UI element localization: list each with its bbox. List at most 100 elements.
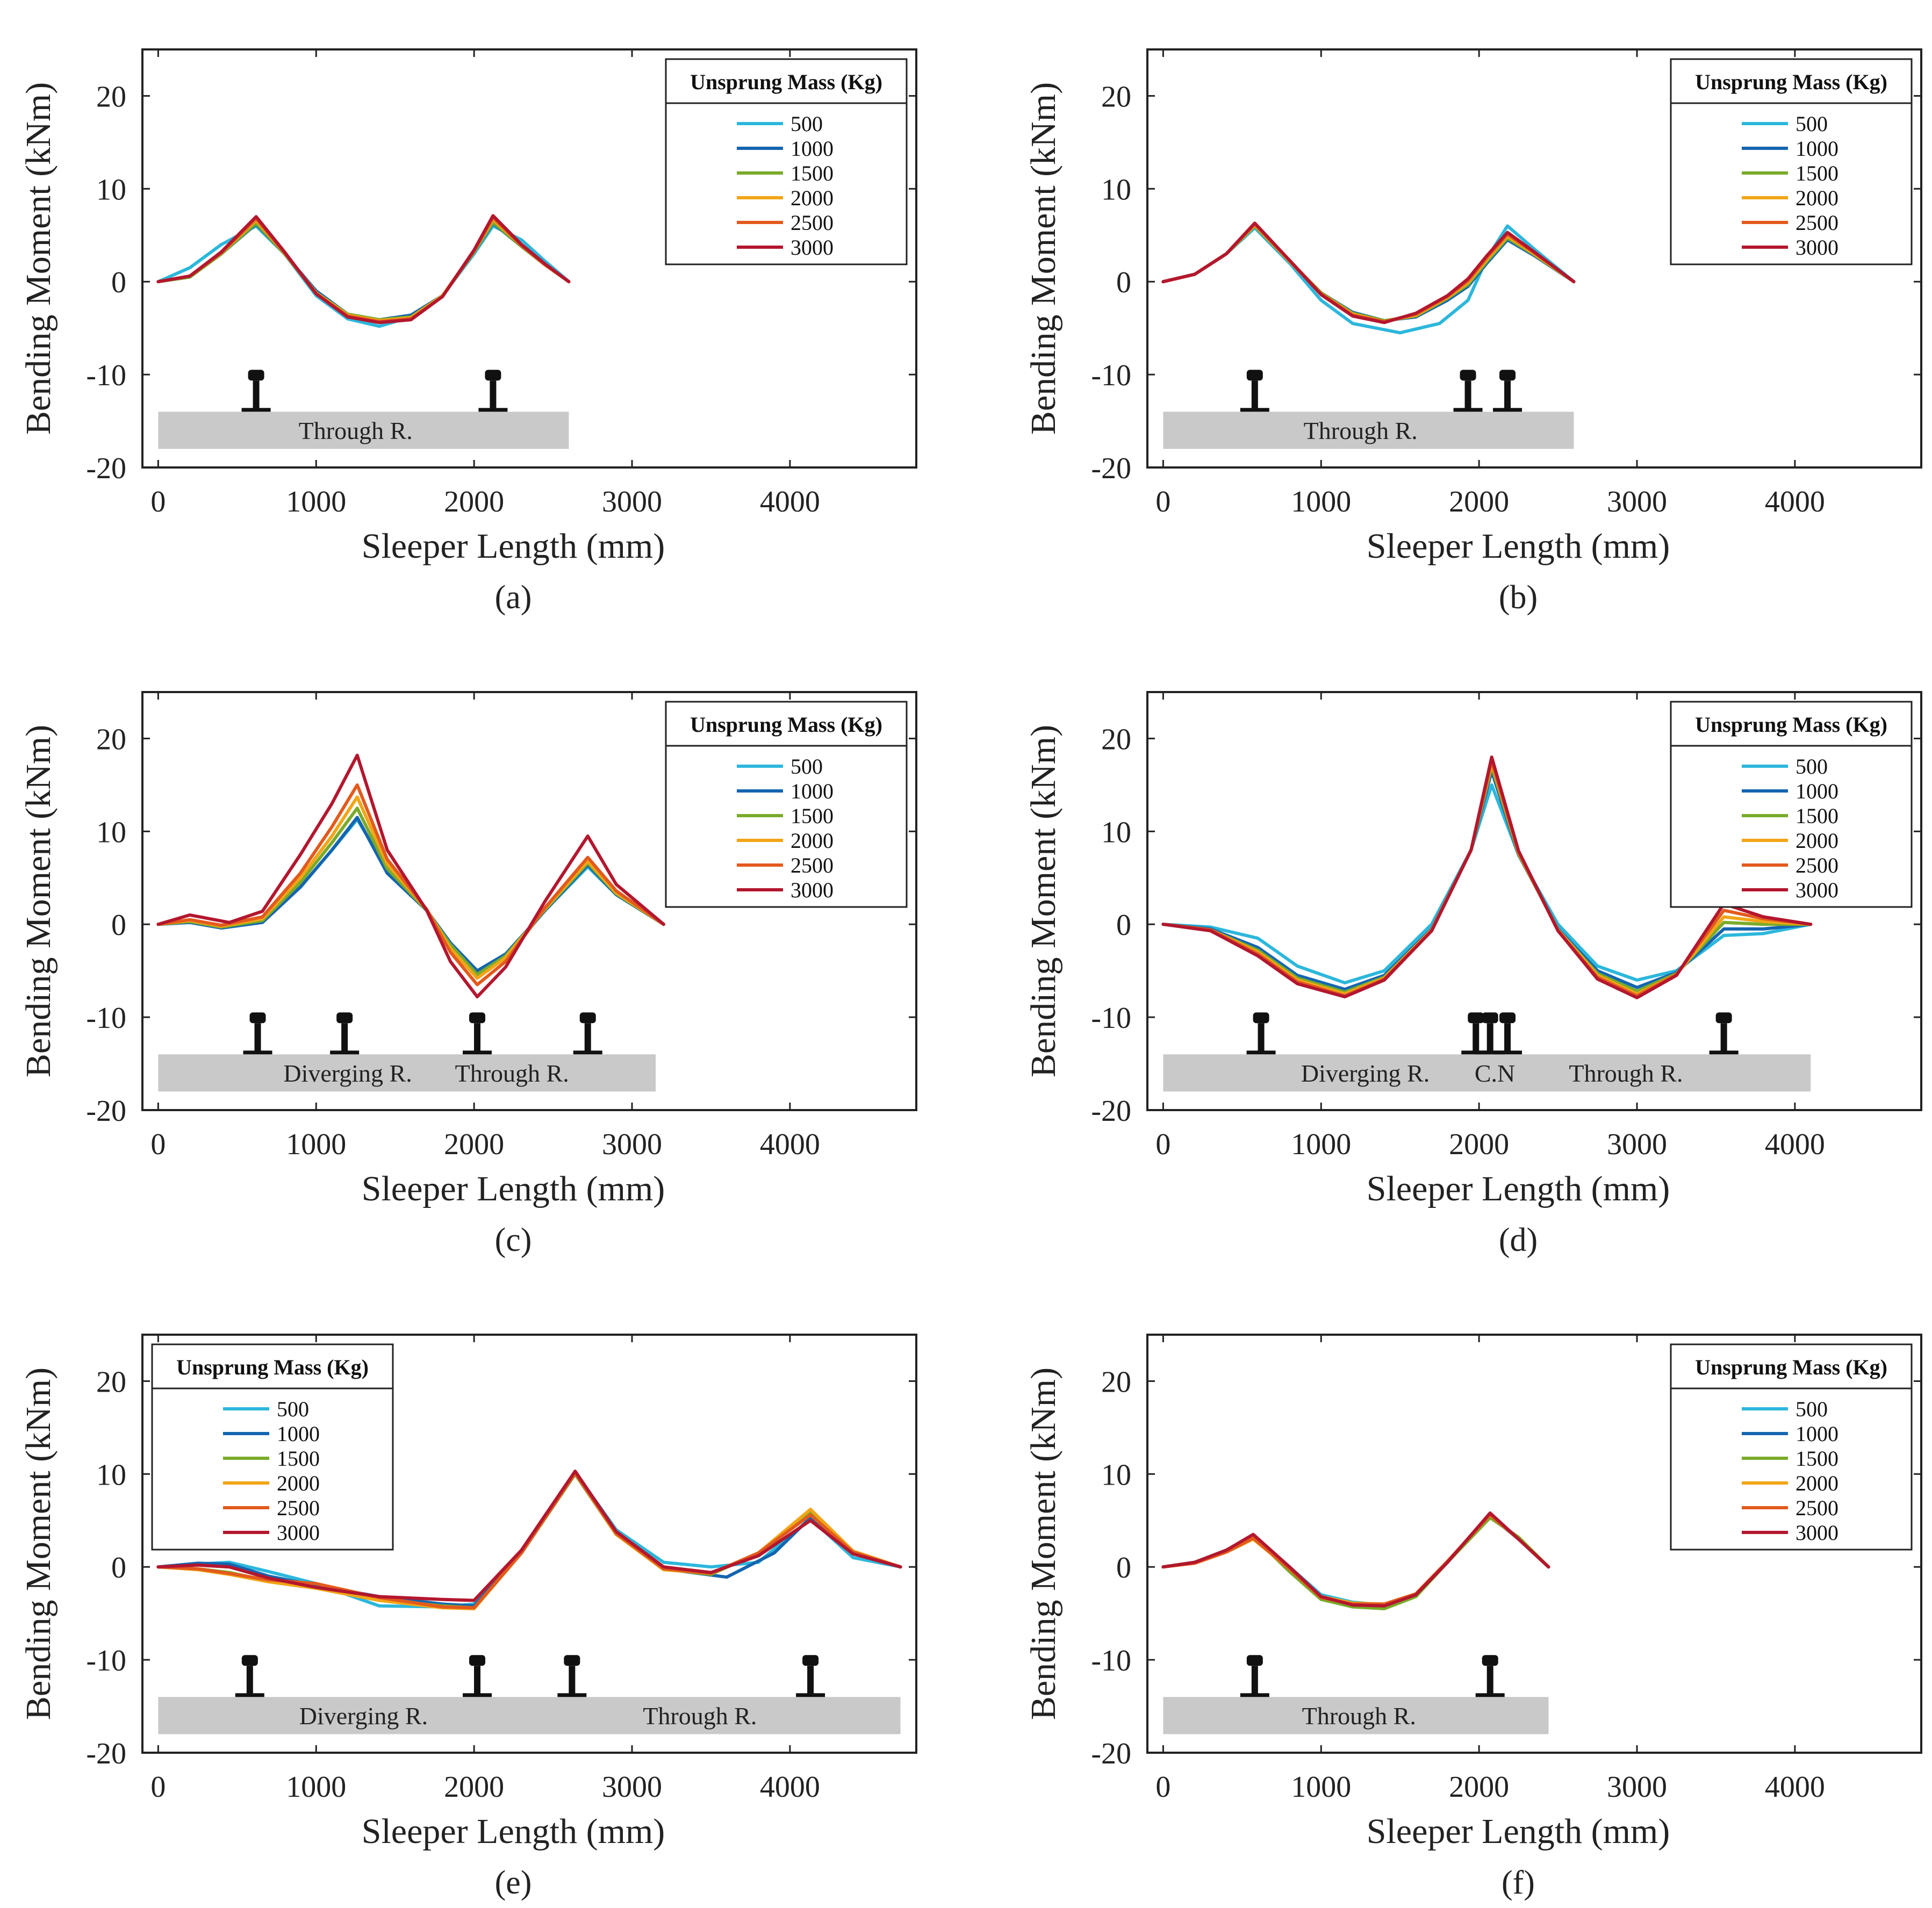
- legend: Unsprung Mass (Kg) 5001000150020002500300…: [665, 701, 908, 908]
- x-tick-label: 2000: [1449, 1128, 1509, 1161]
- rail-foot: [463, 1693, 492, 1697]
- x-tick-label: 3000: [602, 1770, 662, 1804]
- y-tick-label: 10: [96, 816, 126, 849]
- panel-b: Through R. 0 1000 2000 3000 4000 -20 -10 0 10 20 Sl…: [1024, 48, 1922, 616]
- series-line-2500: [156, 783, 665, 987]
- rail-head: [1460, 370, 1476, 381]
- legend-box: [665, 701, 908, 908]
- x-tick-label: 3000: [1607, 1770, 1667, 1804]
- rail-head: [248, 370, 264, 381]
- legend-label: 2500: [1795, 1496, 1838, 1520]
- x-tick-label: 2000: [444, 1128, 504, 1161]
- legend: Unsprung Mass (Kg) 5001000150020002500300…: [151, 1343, 394, 1551]
- x-tick-label: 1000: [1291, 1770, 1351, 1804]
- legend-label: 3000: [277, 1521, 320, 1545]
- rail-web: [341, 1023, 348, 1052]
- rail-head: [241, 1655, 258, 1666]
- legend-label: 1000: [1795, 136, 1838, 161]
- panel-caption: (f): [1502, 1864, 1535, 1901]
- series-line-500: [1161, 1514, 1550, 1607]
- rail-icon: [1709, 1012, 1739, 1055]
- x-tick-label: 4000: [760, 1770, 820, 1804]
- rail-icon: [1475, 1012, 1505, 1055]
- panel-caption: (b): [1499, 579, 1538, 616]
- y-tick-label: 10: [96, 1458, 126, 1492]
- y-axis-label: Bending Moment (kNm): [1024, 82, 1063, 435]
- legend: Unsprung Mass (Kg) 5001000150020002500300…: [1670, 58, 1913, 265]
- rail-foot: [1493, 408, 1522, 412]
- legend-box: [1670, 701, 1913, 908]
- legend-label: 1000: [1795, 779, 1838, 803]
- y-tick-label: 0: [111, 1551, 126, 1585]
- axes-frame: [141, 691, 917, 1111]
- legend-title: Unsprung Mass (Kg): [690, 712, 882, 737]
- legend-label: 1500: [1795, 161, 1838, 185]
- rail-head: [802, 1655, 819, 1666]
- rail-foot: [478, 408, 508, 412]
- legend-label: 1000: [791, 779, 834, 803]
- rail-icon: [1493, 370, 1522, 412]
- x-axis-label: Sleeper Length (mm): [362, 1812, 665, 1851]
- legend: Unsprung Mass (Kg) 5001000150020002500300…: [1670, 701, 1913, 908]
- rail-icon: [235, 1655, 264, 1697]
- rail-web: [254, 1023, 261, 1052]
- legend-label: 500: [1795, 1397, 1828, 1421]
- sleeper-region-label: Through R.: [1569, 1060, 1683, 1087]
- rail-foot: [1475, 1050, 1505, 1055]
- legend: Unsprung Mass (Kg) 5001000150020002500300…: [665, 58, 908, 265]
- rail-head: [1246, 1655, 1263, 1666]
- y-tick-label: 10: [1101, 173, 1131, 206]
- rail-head: [485, 370, 501, 381]
- rail-web: [569, 1666, 576, 1695]
- rail-icon: [1246, 1012, 1276, 1055]
- rail-icon: [573, 1012, 602, 1055]
- x-axis-label: Sleeper Length (mm): [1367, 1169, 1670, 1208]
- x-tick-label: 1000: [286, 485, 346, 519]
- legend-label: 500: [791, 754, 823, 779]
- series-line-3000: [1161, 1511, 1550, 1608]
- legend-label: 1000: [1795, 1422, 1838, 1446]
- rail-head: [1482, 1655, 1498, 1666]
- y-tick-label: -10: [86, 1644, 126, 1677]
- x-tick-label: 3000: [1607, 485, 1667, 519]
- x-tick-label: 2000: [1449, 485, 1509, 519]
- panel-f: Through R. 0 1000 2000 3000 4000 -20 -10 0 10 20 Sl…: [1024, 1334, 1922, 1901]
- sleeper-region-label: Through R.: [455, 1060, 569, 1087]
- series-line-2500: [1161, 1513, 1550, 1606]
- y-tick-label: -20: [86, 452, 126, 485]
- legend-label: 1500: [791, 804, 834, 828]
- series-line-1500: [1161, 1516, 1550, 1610]
- series-line-2500: [156, 215, 571, 323]
- x-tick-label: 3000: [1607, 1128, 1667, 1161]
- rail-web: [474, 1666, 481, 1695]
- legend-label: 2500: [791, 853, 834, 877]
- x-tick-label: 2000: [444, 485, 504, 519]
- series-line-3000: [156, 1470, 902, 1602]
- axes-frame: [1146, 691, 1922, 1111]
- y-tick-label: 20: [1101, 723, 1131, 756]
- rail-head: [1499, 370, 1516, 381]
- axes-frame: [1146, 48, 1922, 469]
- legend-label: 500: [1795, 112, 1828, 136]
- rail-web: [1504, 380, 1511, 409]
- legend-box: [151, 1343, 394, 1551]
- legend-box: [1670, 58, 1913, 265]
- sleeper-region-label: C.N: [1475, 1060, 1515, 1087]
- legend-title: Unsprung Mass (Kg): [1695, 70, 1887, 94]
- x-tick-label: 0: [1155, 485, 1170, 519]
- legend-label: 2000: [791, 829, 834, 853]
- rail-icon: [243, 1012, 272, 1055]
- legend-label: 2500: [1795, 853, 1838, 877]
- y-tick-label: 10: [1101, 1458, 1131, 1492]
- sleeper-region-label: Through R.: [1304, 417, 1418, 444]
- rail-head: [1246, 370, 1263, 381]
- rail-foot: [1475, 1693, 1505, 1697]
- rail-head: [249, 1012, 266, 1024]
- sleeper-region-label: Diverging R.: [1301, 1060, 1430, 1087]
- rail-icon: [1240, 1655, 1269, 1697]
- axes-frame: [141, 48, 917, 469]
- y-tick-label: -20: [1091, 1095, 1131, 1128]
- rail-icon: [796, 1655, 825, 1697]
- y-tick-label: -20: [86, 1737, 126, 1770]
